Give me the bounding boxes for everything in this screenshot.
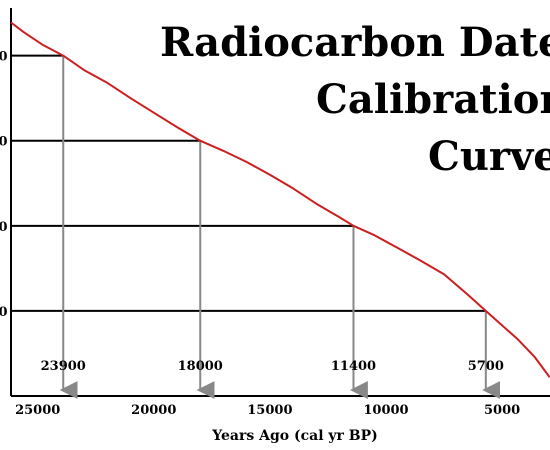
calibration-label-0: 23900 <box>41 359 86 374</box>
y-tick-labels: 0 0 0 0 <box>0 50 8 320</box>
y-tick-label-0: 0 <box>0 305 8 320</box>
calibration-labels: 23900 18000 11400 5700 <box>41 359 504 374</box>
chart-title-line-3: Curve <box>428 133 550 180</box>
x-tick-label-3: 10000 <box>363 403 408 418</box>
x-tick-label-2: 15000 <box>247 403 292 418</box>
y-tick-label-3: 0 <box>0 50 8 65</box>
horizontal-reference-lines <box>11 54 486 312</box>
calibration-curve-line <box>10 21 550 378</box>
chart-axes <box>10 8 550 397</box>
y-tick-label-2: 0 <box>0 135 8 150</box>
y-tick-label-1: 0 <box>0 220 8 235</box>
x-axis-title: Years Ago (cal yr BP) <box>211 428 378 444</box>
chart-title-line-1: Radiocarbon Date <box>160 19 550 66</box>
calibration-label-1: 18000 <box>178 359 223 374</box>
x-tick-label-1: 20000 <box>131 403 176 418</box>
calibration-arrows <box>59 55 501 399</box>
x-tick-label-0: 25000 <box>15 403 60 418</box>
x-tick-labels: 25000 20000 15000 10000 5000 <box>15 403 520 418</box>
calibration-curve-layer <box>10 21 550 378</box>
chart-title-line-2: Calibration <box>316 76 550 123</box>
x-tick-label-4: 5000 <box>484 403 520 418</box>
calibration-label-3: 5700 <box>468 359 504 374</box>
calibration-label-2: 11400 <box>331 359 376 374</box>
